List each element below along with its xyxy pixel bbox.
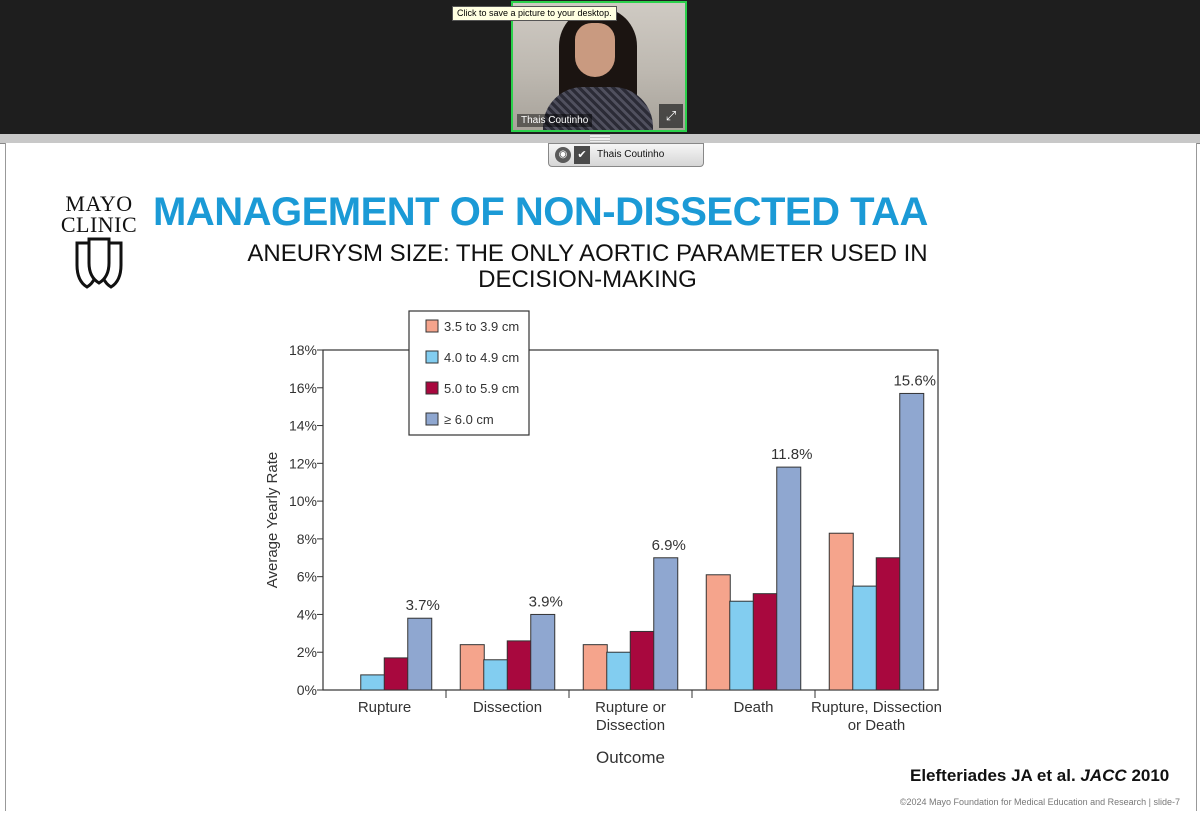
y-tick-label: 8% [297,531,317,547]
citation-authors: Elefteriades JA et al. [910,766,1076,785]
x-category-label: Rupture [358,699,411,716]
y-tick-label: 10% [289,493,317,509]
shared-slide [5,143,1197,811]
data-label: 3.7% [406,597,440,614]
checkmark-icon: ✔ [574,146,590,164]
speaker-audio-icon: ◉ [555,147,571,163]
bar-1-3 [530,613,556,691]
bar-4-3 [899,392,925,691]
bar-4-2 [875,557,901,691]
x-category-label: Dissection [596,717,665,734]
bar-2-0 [582,644,608,691]
data-label: 3.9% [529,593,563,610]
x-category-label: Rupture or [595,699,666,716]
participant-face [575,23,615,77]
slide-subtitle: ANEURYSM SIZE: THE ONLY AORTIC PARAMETER… [200,241,975,293]
y-tick-label: 12% [289,455,317,471]
citation-year: 2010 [1131,766,1170,785]
bar-2-1 [606,651,632,691]
legend-swatch [425,319,439,333]
logo-text-mayo: MAYO [65,191,133,216]
citation-journal: JACC [1080,766,1127,785]
expand-icon: ⤢ [665,108,677,123]
bar-0-1 [360,674,386,691]
y-tick-label: 16% [289,380,317,396]
legend-label: 3.5 to 3.9 cm [444,319,519,334]
data-label: 11.8% [771,446,812,463]
legend-swatch [425,412,439,426]
bar-2-2 [629,630,655,691]
participant-name-label: Thais Coutinho [517,114,593,127]
legend-swatch [425,350,439,364]
y-tick-label: 18% [289,342,317,358]
legend-label: 5.0 to 5.9 cm [444,381,519,396]
bar-0-2 [383,657,409,691]
y-tick-label: 4% [297,606,317,622]
participant-video-tile[interactable]: Thais Coutinho ⤢ [511,1,687,132]
bar-3-2 [752,593,778,691]
bar-3-3 [776,466,802,691]
y-tick-label: 6% [297,569,317,585]
mayo-shields-icon [75,237,123,289]
data-label: 15.6% [893,372,936,389]
active-speaker-name: Thais Coutinho [597,149,665,160]
citation: Elefteriades JA et al. JACC 2010 [910,766,1169,786]
x-category-label: or Death [848,717,906,734]
bar-0-3 [407,617,433,691]
slide-title: MANAGEMENT OF NON-DISSECTED TAA [153,190,928,234]
data-label: 6.9% [652,537,686,554]
legend-label: ≥ 6.0 cm [444,412,494,427]
x-category-label: Rupture, Dissection [811,699,942,716]
bar-2-3 [653,557,679,691]
subtitle-line-1: ANEURYSM SIZE: THE ONLY AORTIC PARAMETER… [247,240,928,267]
x-category-label: Death [733,699,773,716]
y-tick-label: 14% [289,418,317,434]
participant-body [543,87,653,130]
bar-4-1 [852,585,878,691]
bar-1-1 [483,659,509,691]
expand-video-button[interactable]: ⤢ [659,104,683,128]
bar-3-0 [705,574,731,691]
subtitle-line-2: DECISION-MAKING [478,266,697,293]
bar-3-1 [729,600,755,691]
logo-text-clinic: CLINIC [60,212,138,237]
bar-4-0 [828,532,854,691]
copyright-footer: ©2024 Mayo Foundation for Medical Educat… [899,797,1180,807]
y-tick-label: 2% [297,644,317,660]
y-axis-label: Average Yearly Rate [264,452,281,589]
resize-handle[interactable] [590,134,610,142]
bar-1-0 [459,644,485,691]
legend-swatch [425,381,439,395]
meeting-video-strip: Thais Coutinho ⤢ Click to save a picture… [0,0,1200,134]
legend-label: 4.0 to 4.9 cm [444,350,519,365]
mayo-clinic-logo: MAYO CLINIC [57,193,141,296]
x-category-label: Dissection [473,699,542,716]
active-speaker-indicator[interactable]: ◉ ✔ Thais Coutinho [548,143,704,167]
y-tick-label: 0% [297,682,317,698]
x-axis-label: Outcome [596,748,665,767]
bar-1-2 [506,640,532,691]
save-picture-tooltip: Click to save a picture to your desktop. [452,6,617,21]
